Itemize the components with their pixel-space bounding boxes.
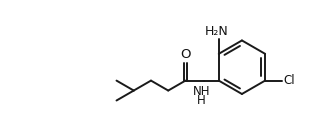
Text: O: O xyxy=(180,48,191,61)
Text: Cl: Cl xyxy=(283,74,295,87)
Text: H₂N: H₂N xyxy=(205,25,229,38)
Text: NH: NH xyxy=(193,85,210,98)
Text: H: H xyxy=(197,94,206,107)
